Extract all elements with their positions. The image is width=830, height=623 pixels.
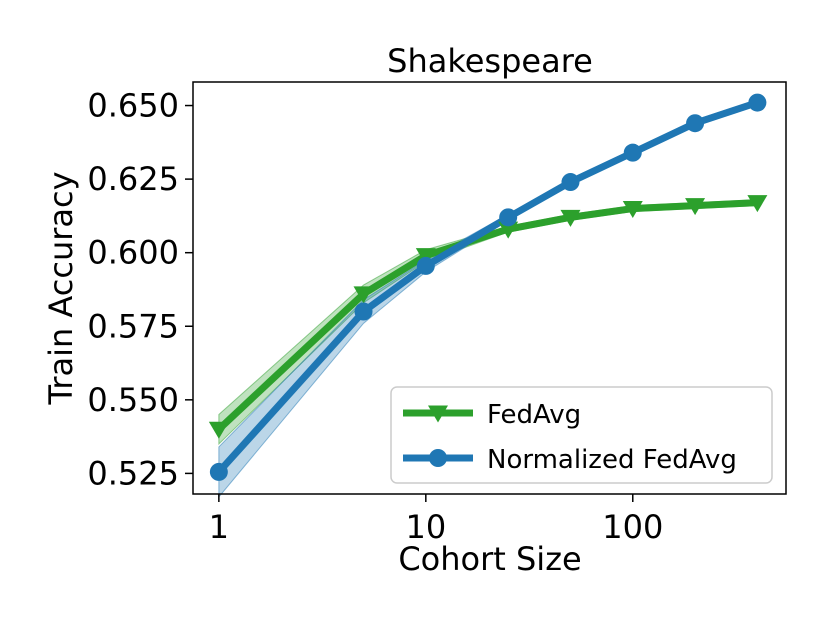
normalized-fedavg-point [499,208,518,227]
y-tick-label: 0.525 [87,454,179,492]
plot-frame [192,81,787,495]
legend-marker-fedavg [428,405,448,423]
fedavg-point [208,421,229,439]
y-tick-label: 0.600 [87,234,179,272]
x-axis-ticks: 1 10 100 [209,494,663,546]
chart-title: Shakespeare [387,42,593,80]
series-markers [208,93,768,481]
fedavg-point [498,221,519,239]
x-axis-label: Cohort Size [398,540,581,578]
legend: FedAvg Normalized FedAvg [390,386,773,484]
legend-marker-normalized-fedavg [429,449,447,467]
normalized-fedavg-point [209,462,228,481]
y-axis-label: Train Accuracy [42,171,80,405]
normalized-fedavg-point [623,143,642,162]
fedavg-point [415,248,436,266]
normalized-fedavg-point [686,114,705,133]
x-tick-label: 1 [209,508,229,546]
y-tick-label: 0.625 [87,160,179,198]
fedavg-point [560,209,581,227]
x-tick-label: 100 [602,508,663,546]
y-axis-ticks: 0.525 0.550 0.575 0.600 0.625 0.650 [87,87,193,492]
fedavg-point [685,198,706,216]
legend-box [390,386,773,484]
y-tick-label: 0.550 [87,381,179,419]
fedavg-point [622,201,643,219]
legend-label-fedavg: FedAvg [487,400,581,430]
y-tick-label: 0.650 [87,87,179,125]
legend-label-normalized-fedavg: Normalized FedAvg [487,445,737,475]
fedavg-line [215,199,761,433]
normalized-fedavg-point [748,93,767,112]
normalized-fedavg-line [215,99,761,476]
normalized-fedavg-point [561,173,580,192]
series-lines [215,99,761,476]
fedavg-point [747,195,768,213]
normalized-fedavg-point [416,256,435,275]
x-tick-label: 10 [405,508,446,546]
y-tick-label: 0.575 [87,307,179,345]
normalized-fedavg-point [354,302,373,321]
fedavg-point [353,286,374,304]
